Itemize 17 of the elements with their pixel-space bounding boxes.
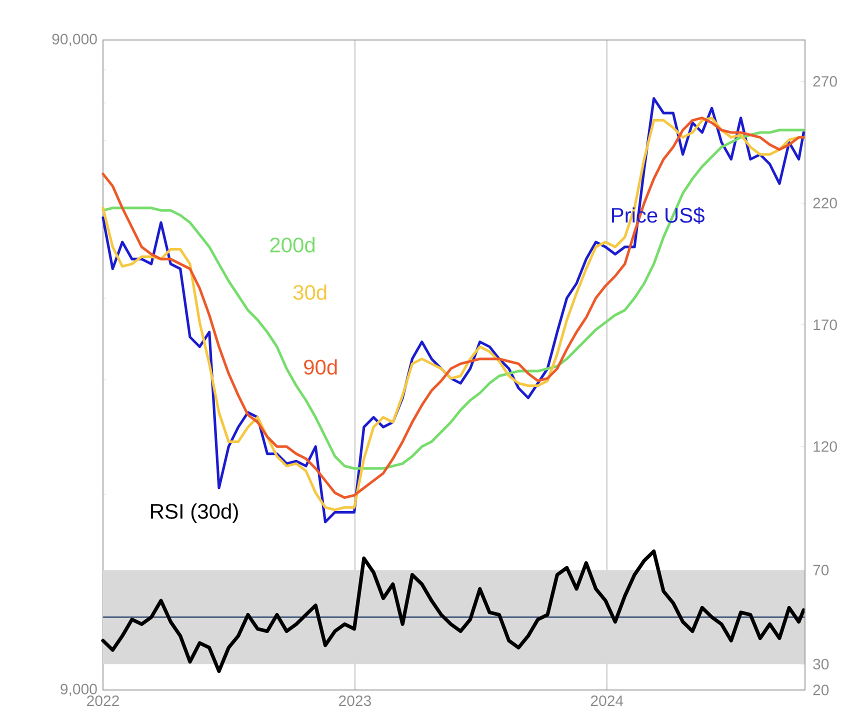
y2-tick-label: 120 [814, 441, 837, 452]
line-series [101, 549, 806, 673]
x-tick-label: 2022 [87, 695, 119, 706]
text: 90d [304, 359, 337, 375]
y2-tick-label: 170 [814, 320, 837, 330]
y2-tick-label: 20 [813, 684, 829, 696]
y3-tick-label: 70 [813, 564, 829, 576]
y-tick-label: 90,000 [52, 34, 97, 46]
y-tick-label: 9,000 [60, 684, 97, 696]
y3-tick-label: 30 [813, 658, 829, 670]
x-tick-label: 2023 [339, 695, 371, 706]
text: RSI (30d) [151, 503, 238, 523]
x-tick-label: 2024 [590, 695, 624, 706]
y2-tick-label: 270 [813, 76, 837, 87]
text: 30d [293, 284, 326, 300]
y2-tick-label: 220 [813, 198, 837, 208]
text: 200d [270, 237, 315, 252]
